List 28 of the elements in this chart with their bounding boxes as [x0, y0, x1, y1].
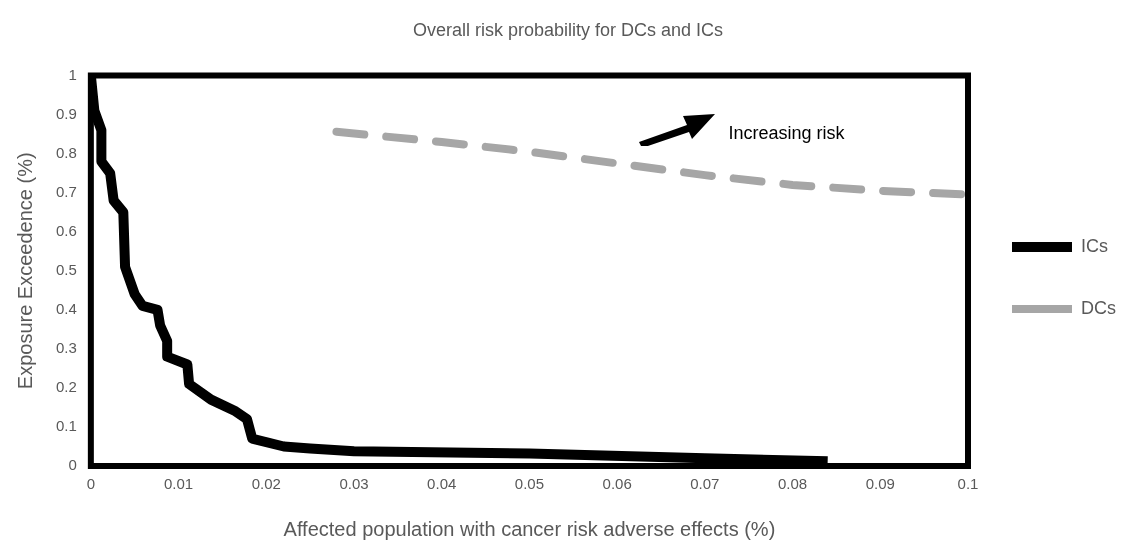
- x-tick-label: 0.03: [339, 475, 369, 493]
- x-tick-label: 0.07: [690, 475, 720, 493]
- x-tick-label: 0.09: [865, 475, 895, 493]
- legend-label: DCs: [1081, 297, 1116, 318]
- y-tick-label: 0.4: [55, 299, 77, 317]
- y-tick-label: 0.8: [55, 143, 77, 161]
- x-tick-label: 0.08: [777, 475, 808, 493]
- legend-label: ICs: [1081, 235, 1108, 256]
- y-tick-label: 0.5: [55, 260, 77, 278]
- y-tick-label: 0: [68, 456, 77, 474]
- x-tick-label: 0.05: [514, 475, 545, 493]
- x-tick-label: 0.06: [602, 475, 632, 493]
- x-tick-label: 0: [86, 475, 96, 493]
- x-tick-label: 0.01: [163, 475, 194, 493]
- y-tick-label: 0.1: [55, 417, 77, 435]
- y-tick-label: 0.3: [55, 339, 77, 357]
- x-tick-label: 0.02: [251, 475, 281, 493]
- y-tick-label: 0.2: [55, 378, 77, 396]
- x-tick-label: 0.04: [427, 475, 457, 493]
- annotation: Increasing risk: [728, 122, 846, 143]
- x-axis-title: Affected population with cancer risk adverse effects (%): [283, 517, 776, 540]
- chart-title: Overall risk probability for DCs and ICs: [412, 19, 724, 40]
- y-tick-label: 1: [68, 65, 77, 83]
- y-tick-label: 0.9: [55, 104, 77, 122]
- y-axis-title: Exposure Exceedence (%): [13, 152, 36, 390]
- y-tick-label: 0.6: [55, 221, 77, 239]
- y-tick-label: 0.7: [55, 182, 77, 200]
- x-tick-label: 0.1: [957, 475, 979, 493]
